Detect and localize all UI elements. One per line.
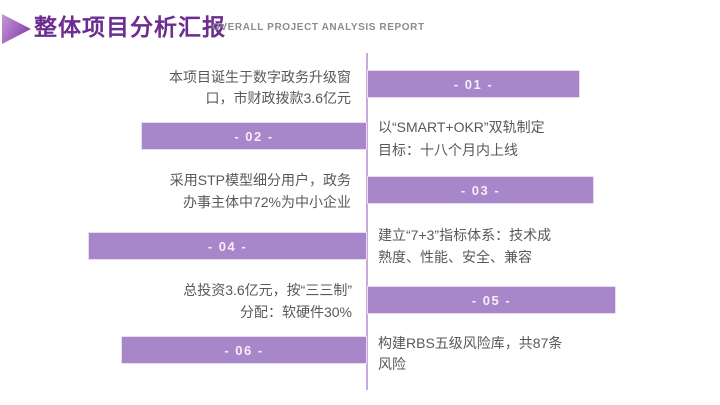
title-arrow-icon (2, 14, 31, 44)
item-text-line: 风险 (378, 356, 406, 372)
item-text-03: 建立“7+3”指标体系：技术成 熟度、性能、安全、兼容 (378, 224, 598, 268)
item-text-02: 本项目诞生于数字政务升级窗 口，市财政拨款3.6亿元 (61, 67, 351, 109)
item-text-04: 采用STP模型细分用户，政务 办事主体中72%为中小企业 (61, 169, 351, 213)
item-text-06: 总投资3.6亿元，按“三三制” 分配：软硬件30% (61, 279, 352, 323)
timeline-bar-01: - 01 - (368, 71, 579, 97)
item-text-05: 构建RBS五级风险库，共87条 风险 (378, 333, 598, 375)
item-text-line: 办事主体中72%为中小企业 (182, 194, 351, 210)
item-text-line: 采用STP模型细分用户，政务 (169, 172, 351, 188)
item-text-line: 总投资3.6亿元，按“三三制” (183, 282, 352, 298)
item-text-line: 构建RBS五级风险库，共87条 (378, 335, 563, 351)
item-text-line: 以“SMART+OKR”双轨制定 (378, 119, 545, 135)
item-text-line: 本项目诞生于数字政务升级窗 (169, 69, 351, 85)
timeline-bar-label: - 01 - (453, 76, 494, 92)
timeline-bar-label: - 03 - (460, 182, 501, 198)
item-text-line: 分配：软硬件30% (239, 304, 352, 320)
timeline-bar-04: - 04 - (89, 233, 366, 259)
item-text-01: 以“SMART+OKR”双轨制定 目标：十八个月内上线 (378, 116, 598, 162)
timeline-divider (366, 53, 368, 390)
page-title: 整体项目分析汇报 (34, 14, 226, 40)
timeline-bar-02: - 02 - (142, 123, 366, 149)
page-subtitle: OVERALL PROJECT ANALYSIS REPORT (212, 22, 425, 33)
timeline-bar-label: - 05 - (471, 292, 512, 308)
item-text-line: 口，市财政拨款3.6亿元 (205, 90, 351, 106)
timeline-bar-06: - 06 - (122, 337, 366, 363)
item-text-line: 目标：十八个月内上线 (378, 142, 518, 158)
timeline-bar-05: - 05 - (368, 287, 615, 313)
timeline-bar-03: - 03 - (368, 177, 593, 203)
timeline-bar-label: - 06 - (224, 342, 264, 358)
item-text-line: 熟度、性能、安全、兼容 (378, 249, 532, 265)
timeline-bar-label: - 02 - (234, 128, 274, 144)
item-text-line: 建立“7+3”指标体系：技术成 (378, 227, 552, 243)
timeline-bar-label: - 04 - (207, 238, 248, 254)
